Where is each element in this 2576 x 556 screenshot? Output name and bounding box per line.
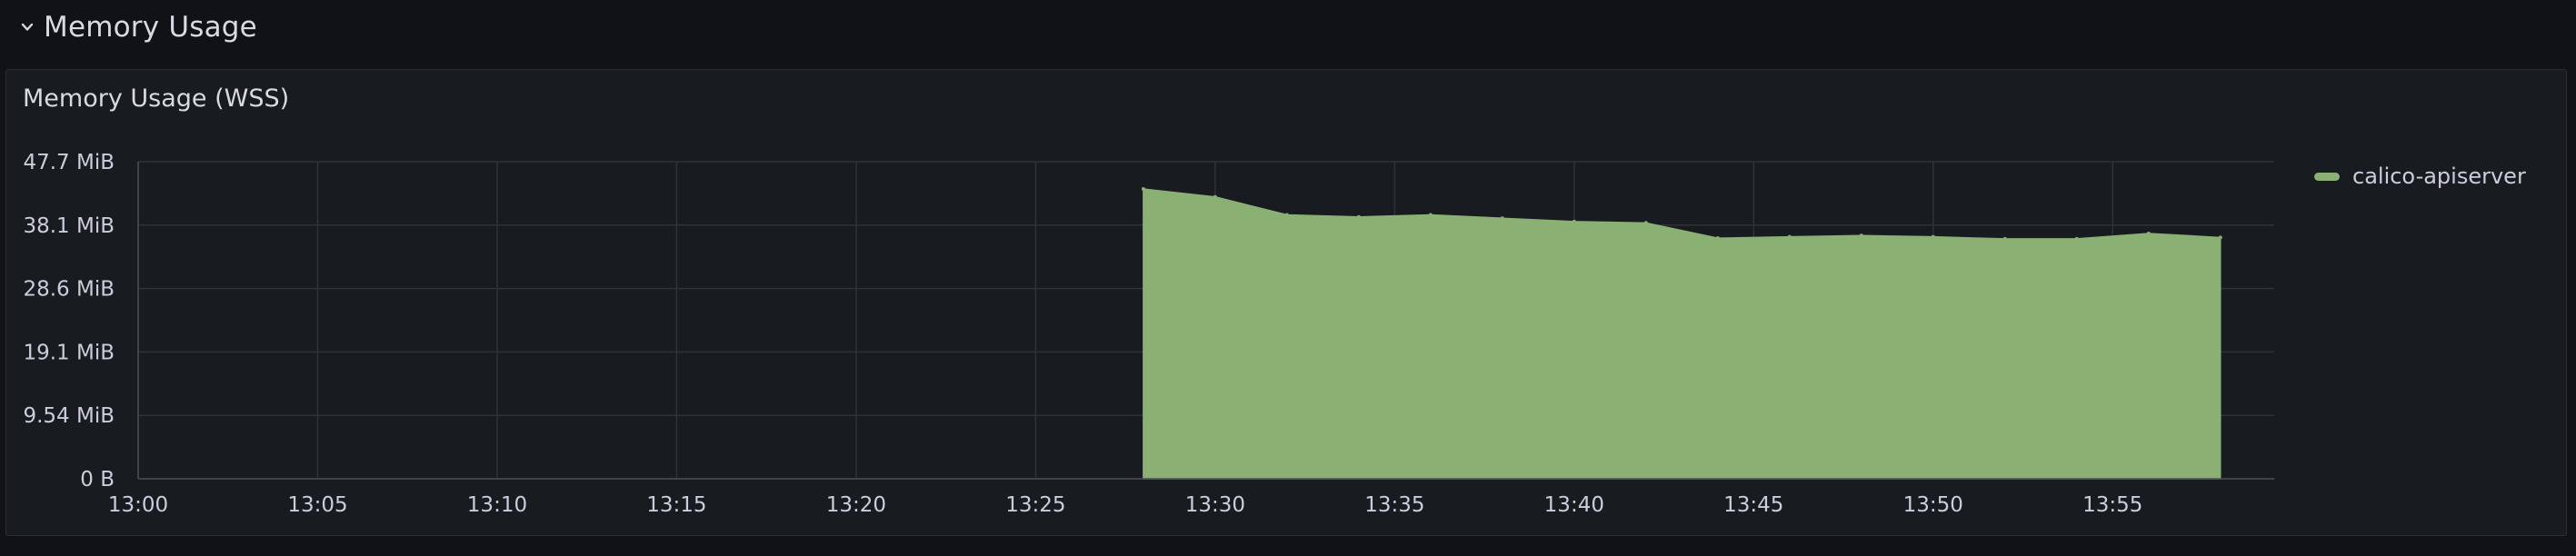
x-tick-label: 13:35 [1364, 493, 1424, 517]
data-point[interactable] [1787, 234, 1792, 239]
x-tick-label: 13:05 [287, 493, 347, 517]
data-point[interactable] [2074, 236, 2079, 241]
x-tick-label: 13:40 [1544, 493, 1604, 517]
data-point[interactable] [1643, 221, 1648, 225]
y-tick-label: 38.1 MiB [23, 214, 115, 238]
x-tick-label: 13:10 [467, 493, 527, 517]
data-point[interactable] [1715, 236, 1720, 241]
data-point[interactable] [2002, 236, 2007, 241]
x-tick-label: 13:00 [108, 493, 168, 517]
legend-swatch [2314, 172, 2340, 181]
x-tick-label: 13:25 [1005, 493, 1065, 517]
y-tick-label: 19.1 MiB [23, 341, 115, 364]
data-point[interactable] [1141, 186, 1145, 191]
y-tick-labels: 0 B 9.54 MiB 19.1 MiB 28.6 MiB 38.1 MiB 47.7 … [23, 151, 115, 491]
x-tick-label: 13:30 [1185, 493, 1245, 517]
data-point[interactable] [2146, 232, 2151, 236]
data-point[interactable] [1356, 214, 1361, 219]
panel-title: Memory Usage (WSS) [23, 84, 290, 113]
legend-label: calico-apiserver [2352, 164, 2526, 189]
y-tick-label: 47.7 MiB [23, 151, 115, 174]
data-point[interactable] [1931, 234, 1935, 239]
y-tick-label: 28.6 MiB [23, 278, 115, 302]
chevron-down-icon[interactable] [20, 20, 35, 35]
y-tick-label: 0 B [80, 468, 115, 491]
x-tick-label: 13:15 [646, 493, 706, 517]
y-tick-label: 9.54 MiB [23, 404, 115, 428]
data-point[interactable] [1284, 213, 1289, 217]
series-area-calico-apiserver[interactable] [1143, 188, 2222, 480]
data-point[interactable] [1428, 213, 1433, 217]
series-area-layer [1141, 186, 2222, 480]
x-tick-label: 13:20 [826, 493, 886, 517]
x-tick-labels: 13:00 13:05 13:10 13:15 13:20 13:25 13:30 13:35… [108, 493, 2143, 517]
axis-lines [137, 162, 2274, 480]
row-title: Memory Usage [44, 11, 257, 44]
data-point[interactable] [1572, 219, 1576, 223]
row-header-memory-usage[interactable]: Memory Usage [20, 7, 257, 47]
data-point[interactable] [1859, 233, 1863, 238]
x-tick-label: 13:50 [1903, 493, 1963, 517]
data-point[interactable] [1213, 194, 1217, 199]
legend-item-calico-apiserver[interactable]: calico-apiserver [2314, 164, 2526, 189]
data-point[interactable] [2218, 235, 2222, 240]
x-tick-label: 13:45 [1723, 493, 1783, 517]
x-tick-label: 13:55 [2082, 493, 2142, 517]
data-point[interactable] [1500, 216, 1504, 221]
